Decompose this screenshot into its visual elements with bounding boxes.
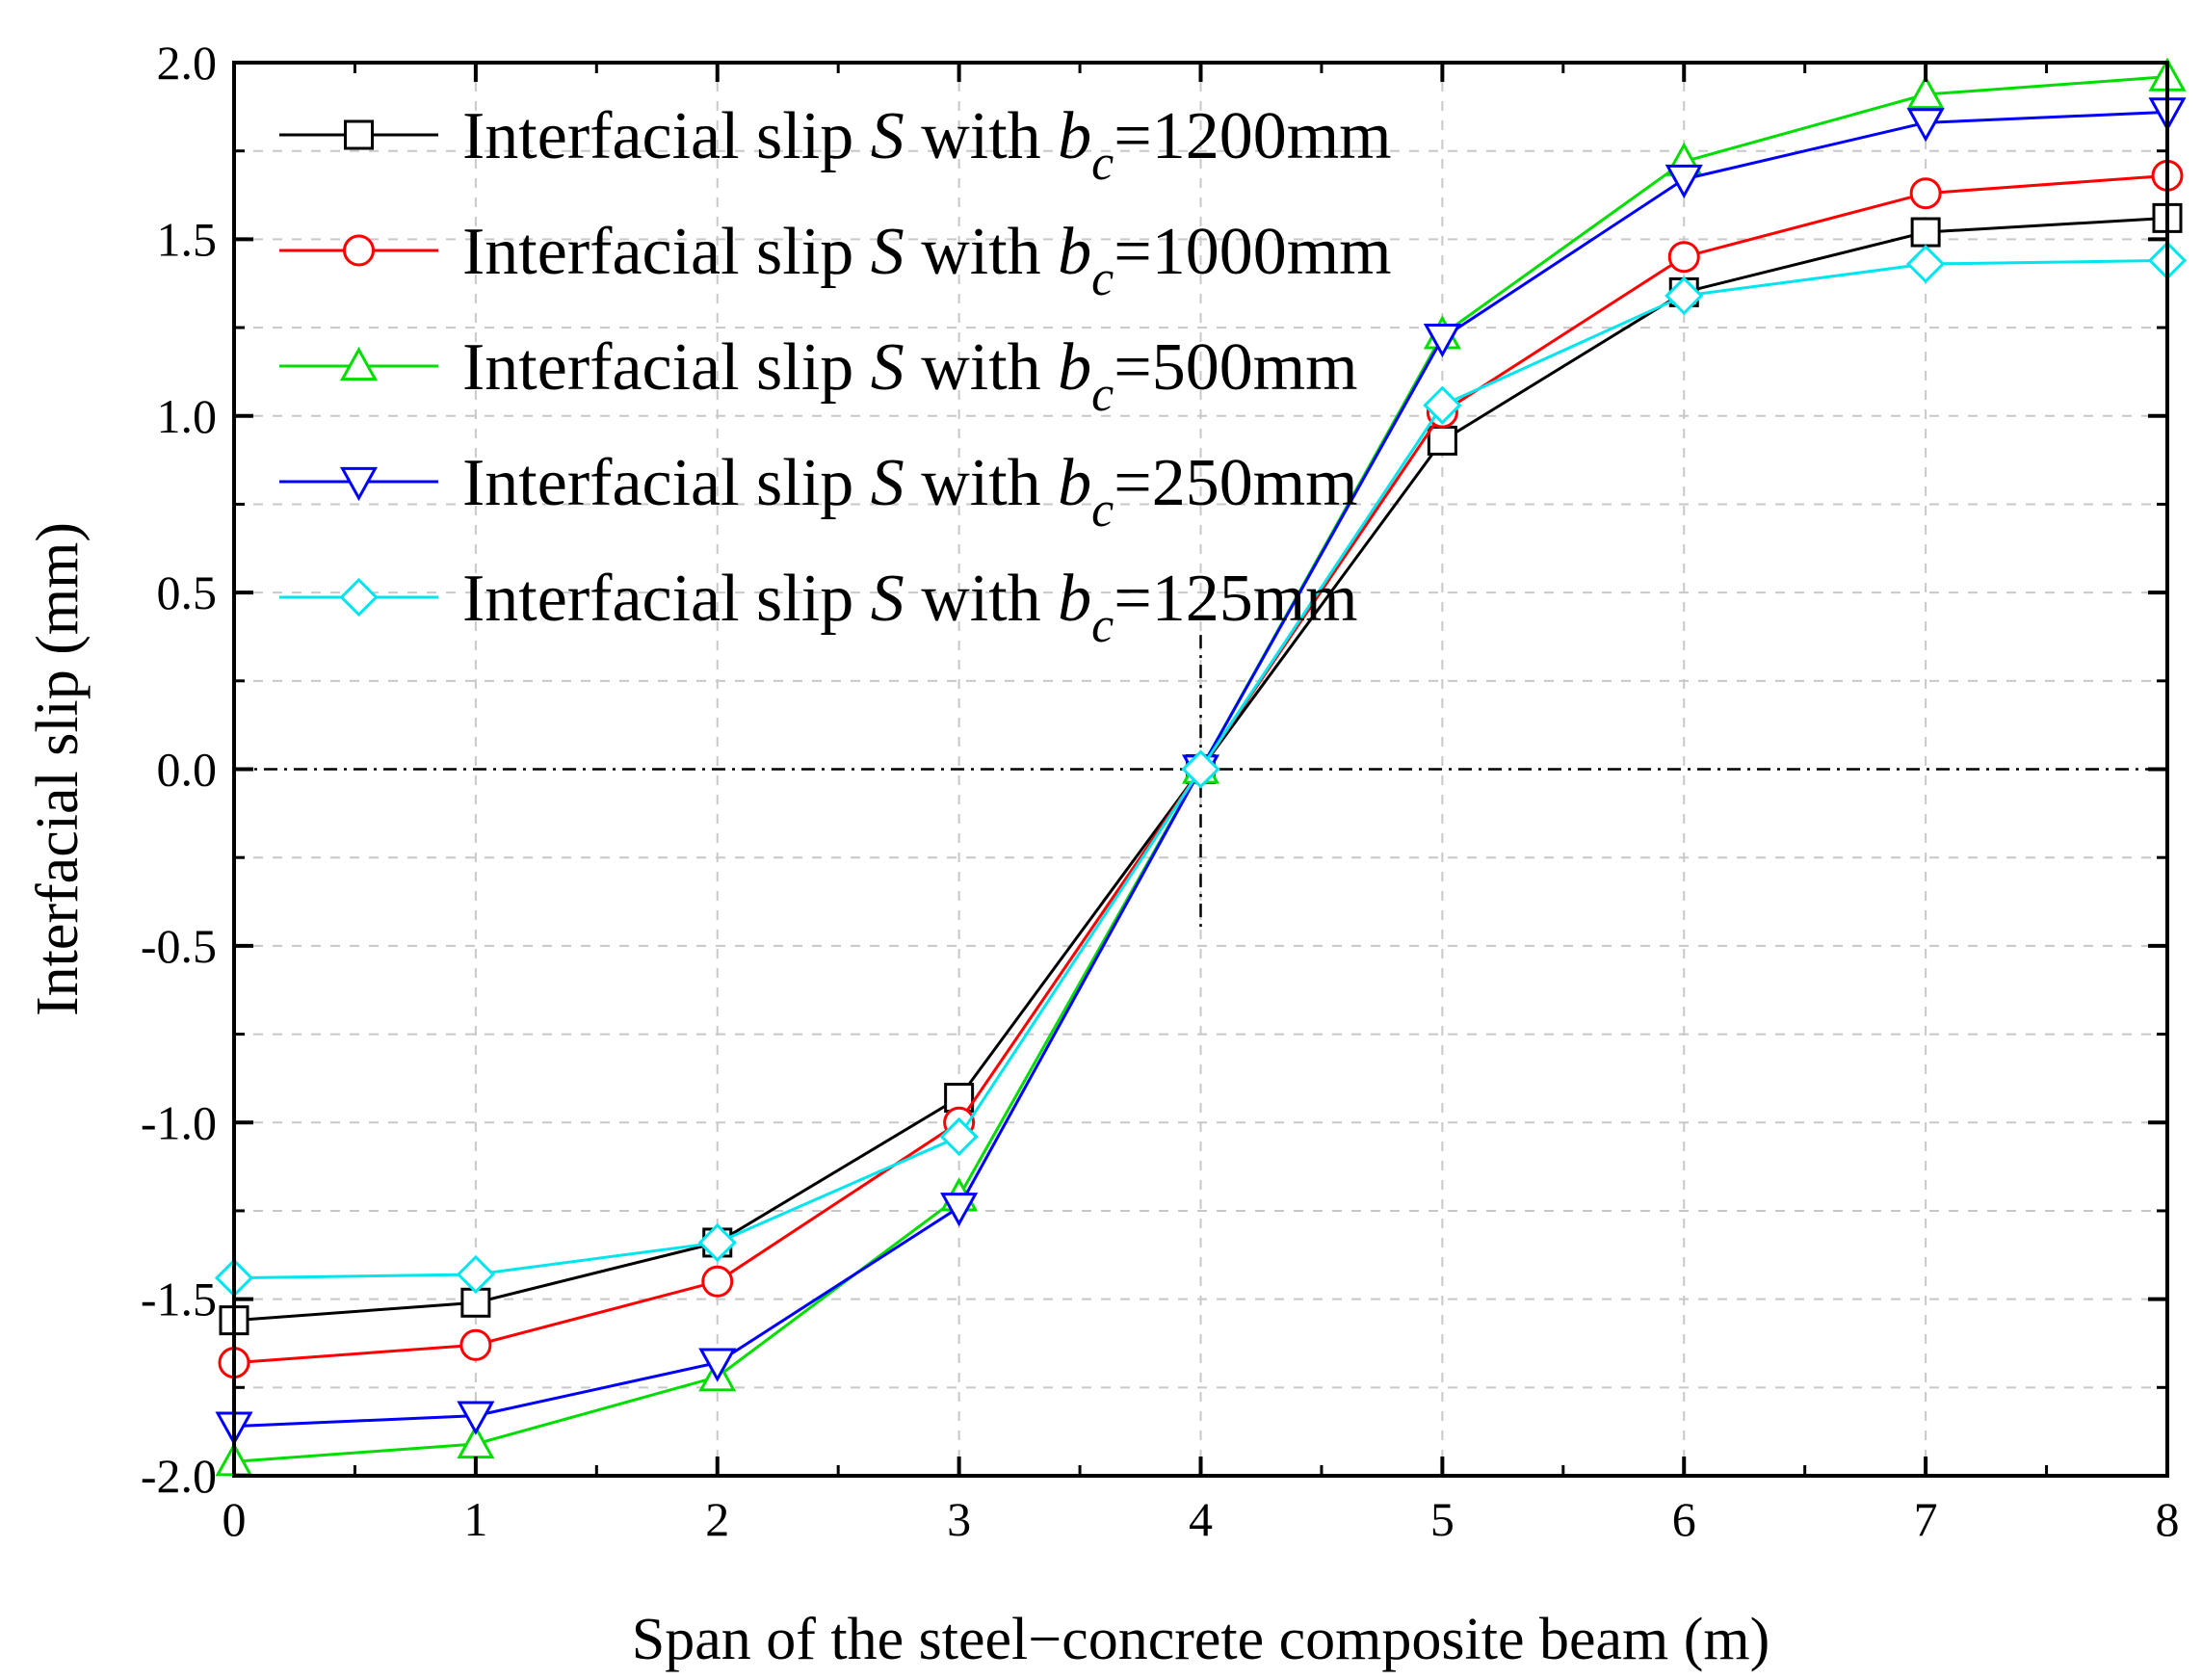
legend-marker-3	[339, 466, 379, 502]
data-point-s1-2	[701, 1265, 734, 1298]
data-point-s2-7	[1906, 74, 1945, 110]
data-point-s4-1	[456, 1254, 495, 1295]
ticks	[232, 61, 2169, 1478]
x-tick-label-3: 3	[947, 1492, 971, 1546]
data-point-s1-1	[459, 1328, 492, 1361]
data-point-s0-5	[1427, 425, 1457, 456]
data-point-s4-7	[1906, 244, 1946, 284]
legend-marker-2	[339, 346, 379, 381]
x-tick-label-4: 4	[1189, 1492, 1213, 1546]
data-point-s1-6	[1667, 241, 1700, 274]
y-tick-label-6: -1.0	[141, 1095, 217, 1149]
y-tick-label-2: 1.0	[157, 389, 218, 443]
data-point-s4-3	[939, 1116, 979, 1157]
data-point-s3-1	[457, 1401, 495, 1435]
x-tick-label-7: 7	[1914, 1492, 1938, 1546]
y-tick-label-3: 0.5	[157, 565, 218, 619]
data-point-s4-4	[1181, 749, 1220, 789]
x-tick-label-2: 2	[705, 1492, 729, 1546]
data-point-s4-6	[1665, 276, 1704, 316]
x-tick-label-5: 5	[1430, 1492, 1455, 1546]
tick-labels: 0 1 2 3 4 5 6 7 8 2.0 1.5 1.0 0.5 0.0 -0.5 -1.0 -1.5 -2.0	[141, 36, 2180, 1546]
data-point-s3-3	[940, 1193, 979, 1227]
data-point-s3-2	[698, 1348, 737, 1382]
data-point-s0-7	[1910, 217, 1941, 248]
data-point-s3-6	[1665, 164, 1703, 199]
y-tick-label-5: -0.5	[141, 919, 217, 973]
y-axis-title: Interfacial slip (mm)	[25, 522, 91, 1016]
y-tick-label-8: -2.0	[141, 1449, 217, 1503]
x-tick-label-1: 1	[463, 1492, 487, 1546]
legend-label-1: Interfacial slip S with bc=1000mm	[462, 215, 1392, 306]
x-axis-title: Span of the steel−concrete composite bea…	[632, 1607, 1770, 1672]
legend-label-2: Interfacial slip S with bc=500mm	[462, 330, 1358, 422]
data-point-s1-7	[1909, 177, 1942, 210]
x-tick-label-0: 0	[223, 1492, 247, 1546]
legend-label-0: Interfacial slip S with bc=1200mm	[462, 99, 1392, 191]
x-tick-label-8: 8	[2156, 1492, 2180, 1546]
data-point-s3-5	[1423, 323, 1461, 358]
legend-marker-1	[343, 234, 375, 267]
data-point-s4-2	[697, 1222, 737, 1263]
legend-marker-0	[344, 119, 374, 150]
y-tick-label-7: -1.5	[141, 1273, 217, 1326]
y-tick-label-1: 1.5	[157, 212, 218, 266]
y-tick-label-0: 2.0	[157, 36, 218, 90]
legend-label-4: Interfacial slip S with bc=125mm	[462, 562, 1358, 653]
data-point-s4-5	[1423, 385, 1462, 425]
x-tick-label-6: 6	[1672, 1492, 1696, 1546]
y-tick-label-4: 0.0	[157, 743, 218, 797]
grid-lines	[234, 63, 2167, 1476]
legend-marker-4	[339, 577, 379, 617]
data-point-s3-7	[1906, 108, 1945, 143]
legend-label-3: Interfacial slip S with bc=250mm	[462, 446, 1358, 538]
series-group	[214, 57, 2188, 1477]
legend: Interfacial slip S with bc=1200mm Interfa…	[279, 99, 1392, 653]
